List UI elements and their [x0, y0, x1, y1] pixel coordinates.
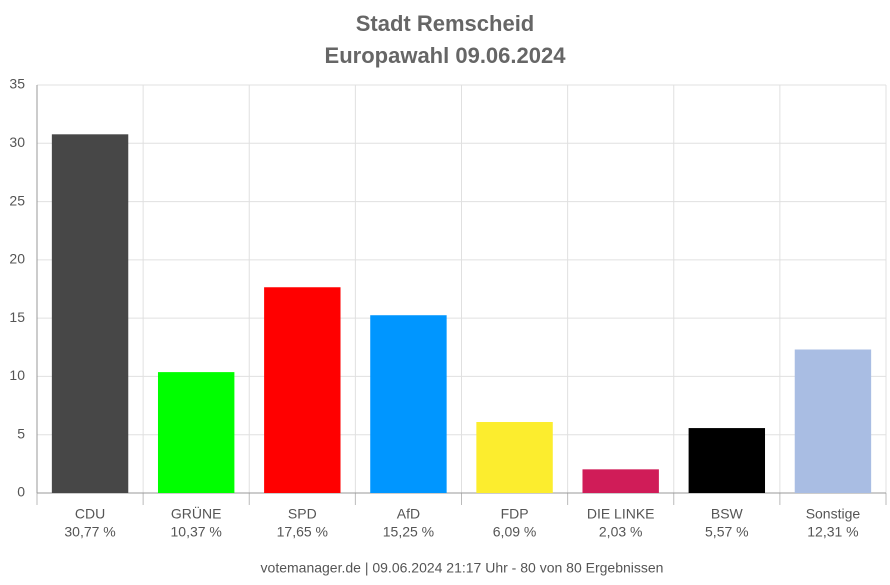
bar	[794, 349, 872, 493]
x-tick-label: DIE LINKE	[587, 506, 655, 522]
x-tick-label: BSW	[711, 506, 744, 522]
bar	[476, 422, 553, 493]
x-tick-label: FDP	[501, 506, 529, 522]
value-label: 12,31 %	[807, 524, 858, 540]
source-note: votemanager.de | 09.06.2024 21:17 Uhr - …	[261, 560, 664, 576]
value-label: 17,65 %	[277, 524, 328, 540]
chart-title: Stadt Remscheid	[356, 11, 535, 36]
y-tick-label: 20	[9, 251, 25, 267]
y-tick-label: 15	[9, 309, 25, 325]
value-label: 5,57 %	[705, 524, 749, 540]
y-tick-label: 10	[9, 367, 25, 383]
y-tick-label: 35	[9, 76, 25, 92]
bar	[157, 372, 235, 493]
x-tick-label: AfD	[397, 506, 420, 522]
y-tick-label: 5	[17, 425, 25, 441]
x-tick-label: Sonstige	[806, 506, 861, 522]
y-tick-label: 0	[17, 484, 25, 500]
value-label: 10,37 %	[171, 524, 222, 540]
x-tick-label: CDU	[75, 506, 105, 522]
value-label: 15,25 %	[383, 524, 434, 540]
y-tick-label: 25	[9, 192, 25, 208]
bar	[688, 428, 766, 493]
bar	[51, 134, 129, 494]
value-label: 30,77 %	[64, 524, 115, 540]
x-tick-label: SPD	[288, 506, 317, 522]
bar	[370, 315, 447, 493]
value-label: 6,09 %	[493, 524, 537, 540]
bar	[264, 287, 341, 493]
y-tick-label: 30	[9, 134, 25, 150]
x-tick-label: GRÜNE	[171, 505, 222, 522]
value-label: 2,03 %	[599, 524, 643, 540]
chart-subtitle: Europawahl 09.06.2024	[325, 43, 567, 68]
bar	[582, 469, 659, 493]
